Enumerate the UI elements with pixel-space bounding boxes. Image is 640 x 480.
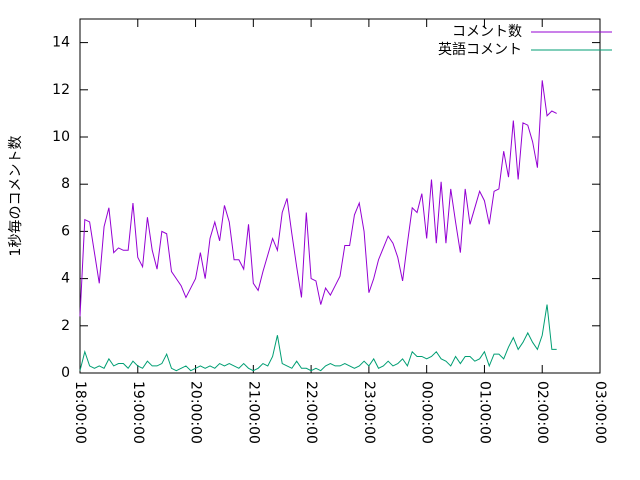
y-tick-label: 10 — [52, 129, 70, 145]
x-tick-label: 01:00:00 — [476, 381, 492, 444]
y-tick-label: 2 — [61, 318, 70, 334]
y-tick-label: 12 — [52, 82, 70, 98]
y-tick-label: 14 — [52, 35, 70, 51]
y-tick-label: 6 — [61, 223, 70, 239]
data-line — [79, 80, 557, 317]
x-tick-label: 22:00:00 — [303, 381, 319, 444]
legend-label: 英語コメント — [438, 41, 522, 58]
x-tick-label: 18:00:00 — [72, 381, 88, 444]
y-tick-label: 4 — [61, 271, 70, 287]
x-tick-label: 20:00:00 — [188, 381, 204, 444]
y-tick-label: 8 — [61, 176, 70, 192]
y-axis-label: 1秒毎のコメント数 — [8, 136, 24, 257]
x-tick-label: 23:00:00 — [361, 381, 377, 444]
legend-label: コメント数 — [452, 24, 522, 40]
y-tick-label: 0 — [61, 365, 70, 381]
x-tick-label: 21:00:00 — [245, 381, 261, 444]
x-tick-label: 00:00:00 — [419, 381, 435, 444]
plot-frame — [79, 18, 601, 374]
x-tick-label: 19:00:00 — [130, 381, 146, 444]
x-tick-label: 03:00:00 — [592, 381, 608, 444]
data-line — [79, 304, 557, 372]
x-tick-label: 02:00:00 — [534, 381, 550, 444]
